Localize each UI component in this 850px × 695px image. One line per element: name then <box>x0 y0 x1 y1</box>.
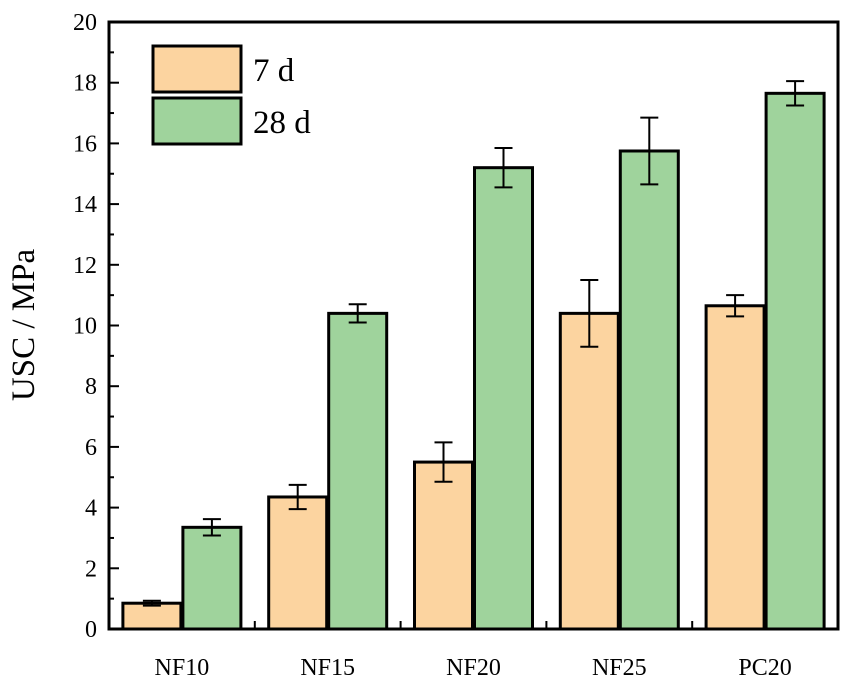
legend-swatch-28d <box>151 96 243 146</box>
bar-nf15-28d <box>327 311 389 631</box>
bar-nf25-7d <box>558 311 620 631</box>
y-tick-label: 14 <box>73 192 97 218</box>
bar-nf15-7d <box>267 495 329 631</box>
bar-nf10-7d <box>121 601 183 631</box>
error-bar-pc20-28d <box>786 80 805 107</box>
y-tick-label: 16 <box>73 131 97 157</box>
y-tick-label: 2 <box>85 556 97 582</box>
bar-nf25-28d <box>618 149 680 631</box>
y-tick-label: 4 <box>85 496 97 522</box>
x-tick-label: NF20 <box>446 655 501 681</box>
y-tick-label: 10 <box>73 314 97 340</box>
error-bar-pc20-7d <box>726 294 745 318</box>
bar-pc20-28d <box>764 91 826 631</box>
legend-swatch-7d <box>151 44 243 94</box>
legend-label: 28 d <box>253 105 311 141</box>
x-axis: NF10 NF15 NF20 NF25 PC20 <box>108 621 839 681</box>
x-tick-label: NF10 <box>155 655 210 681</box>
y-tick-label: 8 <box>85 374 97 400</box>
legend-label: 7 d <box>253 53 295 89</box>
error-bar-nf20-28d <box>494 146 513 189</box>
x-tick-label: NF25 <box>592 655 647 681</box>
bar-nf20-7d <box>413 460 474 631</box>
bar-nf20-28d <box>473 166 534 631</box>
error-bar-nf25-28d <box>640 116 659 186</box>
y-axis: 0 2 4 6 8 10 12 14 16 18 20 <box>73 10 119 643</box>
error-bar-nf25-7d <box>580 278 599 348</box>
error-bar-nf10-28d <box>202 518 221 537</box>
y-tick-label: 12 <box>73 253 97 279</box>
error-bars-layer <box>142 80 805 607</box>
bar-pc20-7d <box>704 304 766 631</box>
legend: 7 d 28 d <box>151 44 311 146</box>
bars-layer <box>121 91 826 631</box>
x-tick-label: NF15 <box>300 655 355 681</box>
error-bar-nf10-7d <box>142 599 161 607</box>
y-tick-label: 0 <box>85 617 97 643</box>
y-tick-label: 20 <box>73 10 97 36</box>
x-tick-label: PC20 <box>738 655 791 681</box>
bar-nf10-28d <box>181 525 243 631</box>
y-tick-label: 6 <box>85 435 97 461</box>
y-tick-label: 18 <box>73 71 97 97</box>
error-bar-nf15-28d <box>348 303 367 324</box>
y-axis-title: USC / MPa <box>6 249 42 402</box>
error-bar-nf15-7d <box>288 483 307 511</box>
error-bar-nf20-7d <box>434 441 453 483</box>
